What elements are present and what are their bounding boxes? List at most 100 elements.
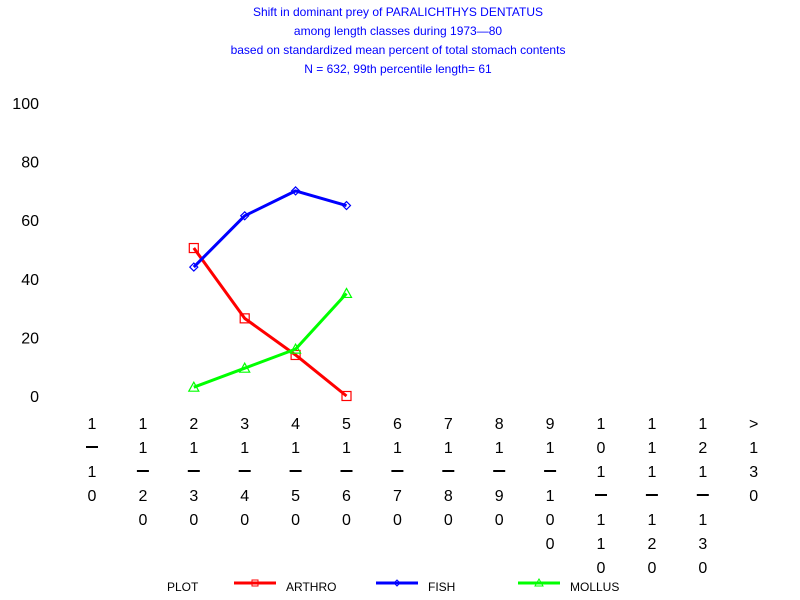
legend-marker [393, 579, 401, 587]
x-tick-char: 6 [393, 416, 402, 433]
x-tick-char: 7 [393, 488, 402, 505]
data-point [290, 186, 301, 196]
x-tick-dash [86, 446, 98, 448]
x-tick-char: 1 [597, 464, 606, 481]
series-line [193, 292, 348, 389]
x-tick-label: 3 1 4 0 [238, 416, 251, 529]
legend-item-mollus: MOLLUS [518, 577, 619, 594]
x-tick-label: 1 1 2 0 [136, 416, 149, 529]
x-tick-char: 0 [138, 512, 147, 529]
x-tick-char: 1 [647, 512, 656, 529]
x-tick-label: 5 1 6 0 [340, 416, 353, 529]
y-tick-label: 0 [30, 389, 39, 406]
x-tick-char: 1 [698, 512, 707, 529]
x-tick-char: 2 [647, 536, 656, 553]
x-tick-char: 7 [444, 416, 453, 433]
x-tick-char: 0 [546, 512, 555, 529]
y-tick-label: 40 [21, 272, 39, 289]
x-tick-dash [645, 494, 658, 496]
x-tick-char: 9 [546, 416, 555, 433]
y-tick-label: 20 [21, 330, 39, 347]
x-tick-dash [340, 470, 353, 472]
x-tick-char: 1 [342, 440, 351, 457]
x-tick-char: 3 [240, 416, 249, 433]
x-tick-char: 1 [444, 440, 453, 457]
x-tick-char: 2 [698, 440, 707, 457]
x-tick-char: 3 [189, 488, 198, 505]
x-tick-char: 4 [291, 416, 300, 433]
legend-marker [534, 577, 544, 587]
x-tick-char: 3 [698, 536, 707, 553]
x-tick-char: > [749, 416, 758, 433]
x-tick-char: 3 [749, 464, 758, 481]
y-tick-label: 60 [21, 213, 39, 230]
x-tick-char: 9 [495, 488, 504, 505]
x-tick-char: 0 [291, 512, 300, 529]
x-tick-char: 1 [698, 464, 707, 481]
x-tick-char: 8 [444, 488, 453, 505]
chart-title-line: N = 632, 99th percentile length= 61 [304, 62, 492, 76]
x-tick-char: 1 [88, 464, 97, 481]
legend-title: PLOT [167, 580, 199, 594]
y-tick-label: 80 [21, 155, 39, 172]
x-tick-char: 1 [393, 440, 402, 457]
x-tick-char: 1 [495, 440, 504, 457]
data-point [340, 287, 353, 299]
x-tick-label: 1 1 1 1 2 0 [645, 416, 658, 577]
x-tick-label: 8 1 9 0 [493, 416, 506, 529]
x-tick-dash [442, 470, 455, 472]
x-tick-char: 5 [291, 488, 300, 505]
data-point [239, 313, 250, 324]
x-tick-char: 0 [240, 512, 249, 529]
x-tick-char: 6 [342, 488, 351, 505]
chart-title-line: Shift in dominant prey of PARALICHTHYS D… [253, 5, 543, 19]
x-tick-char: 4 [240, 488, 249, 505]
x-axis-ticks: 1 1 0 1 1 2 0 2 1 3 0 3 1 4 0 4 1 5 0 5 1 6 0 6 1 7 0 7 1 8 0 8 1 9 0 9 1 1 0 0… [86, 416, 758, 577]
x-tick-label: 2 1 3 0 [187, 416, 200, 529]
x-tick-char: 1 [749, 440, 758, 457]
chart-title-line: based on standardized mean percent of to… [231, 43, 566, 57]
x-tick-char: 0 [88, 488, 97, 505]
y-tick-label: 100 [12, 96, 39, 113]
y-axis-ticks: 0 20 40 60 80 100 [12, 96, 39, 406]
x-tick-char: 0 [698, 560, 707, 577]
legend-item-arthro: ARTHRO [234, 579, 336, 594]
x-tick-char: 1 [647, 416, 656, 433]
x-tick-char: 1 [88, 416, 97, 433]
chart-title: Shift in dominant prey of PARALICHTHYS D… [231, 5, 566, 76]
x-tick-char: 1 [647, 440, 656, 457]
x-tick-char: 0 [647, 560, 656, 577]
x-tick-dash [289, 470, 302, 472]
data-point [188, 242, 199, 254]
data-point [188, 262, 199, 272]
x-tick-dash [696, 494, 709, 496]
x-tick-dash [187, 470, 200, 472]
x-tick-label: 9 1 1 0 0 [544, 416, 557, 553]
data-point [238, 361, 251, 373]
x-tick-char: 0 [342, 512, 351, 529]
x-tick-char: 5 [342, 416, 351, 433]
x-tick-char: 2 [189, 416, 198, 433]
x-tick-char: 1 [291, 440, 300, 457]
x-tick-char: 1 [546, 440, 555, 457]
x-tick-dash [136, 470, 149, 472]
legend-label: MOLLUS [570, 580, 619, 594]
x-tick-char: 2 [138, 488, 147, 505]
data-point [341, 390, 352, 402]
series-arthro [188, 242, 352, 402]
x-tick-char: 0 [444, 512, 453, 529]
x-tick-char: 1 [597, 512, 606, 529]
data-point [341, 200, 352, 211]
x-tick-char: 0 [495, 512, 504, 529]
x-tick-label: 1 2 1 1 3 0 [696, 416, 709, 577]
x-tick-char: 0 [749, 488, 758, 505]
x-tick-dash [544, 470, 557, 472]
data-point [239, 210, 250, 221]
x-tick-char: 1 [647, 464, 656, 481]
x-tick-label: 7 1 8 0 [442, 416, 455, 529]
data-point [289, 342, 302, 354]
series-mollus [187, 287, 353, 392]
x-tick-label: 4 1 5 0 [289, 416, 302, 529]
x-tick-char: 8 [495, 416, 504, 433]
